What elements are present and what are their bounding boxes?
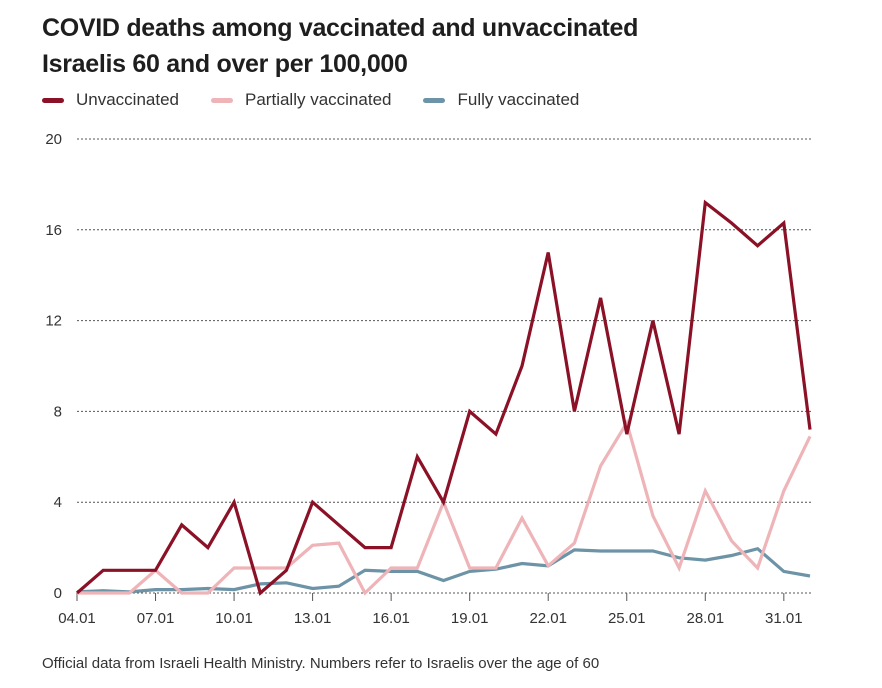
y-tick-label: 12 [45,313,62,330]
x-tick-label: 19.01 [451,610,489,627]
series-line-unvaccinated [75,199,812,596]
legend-item-partially-vaccinated: Partially vaccinated [211,90,391,110]
y-tick-label: 20 [45,131,62,148]
chart-title-line-2: Israelis 60 and over per 100,000 [42,50,408,78]
legend-swatch-fully-vaccinated [423,97,446,103]
x-tick-label: 04.01 [58,610,96,627]
x-tick-label: 07.01 [137,610,175,627]
x-tick-label: 22.01 [529,610,567,627]
series-line-partially-vaccinated [77,418,812,596]
x-tick-label: 28.01 [687,610,725,627]
x-tick-label: 31.01 [765,610,803,627]
x-tick-label: 13.01 [294,610,332,627]
legend-item-fully-vaccinated: Fully vaccinated [423,90,579,110]
legend: Unvaccinated Partially vaccinated Fully … [42,90,611,110]
legend-label-fully-vaccinated: Fully vaccinated [457,90,580,109]
y-tick-label: 8 [54,403,62,420]
chart-title-line-1: COVID deaths among vaccinated and unvacc… [42,14,639,42]
legend-item-unvaccinated: Unvaccinated [42,90,179,110]
legend-label-unvaccinated: Unvaccinated [76,90,180,109]
source-note: Official data from Israeli Health Minist… [42,655,600,672]
y-tick-label: 0 [54,585,62,602]
legend-label-partially-vaccinated: Partially vaccinated [245,90,392,109]
chart-title: COVID deaths among vaccinated and unvacc… [42,10,638,82]
series-line-fully-vaccinated [76,546,811,594]
legend-swatch-partially-vaccinated [211,97,234,103]
x-tick-label: 25.01 [608,610,646,627]
x-tick-label: 16.01 [372,610,410,627]
legend-swatch-unvaccinated [42,97,64,103]
y-tick-label: 4 [54,494,62,511]
x-tick-label: 10.01 [215,610,253,627]
y-tick-label: 16 [45,222,62,239]
